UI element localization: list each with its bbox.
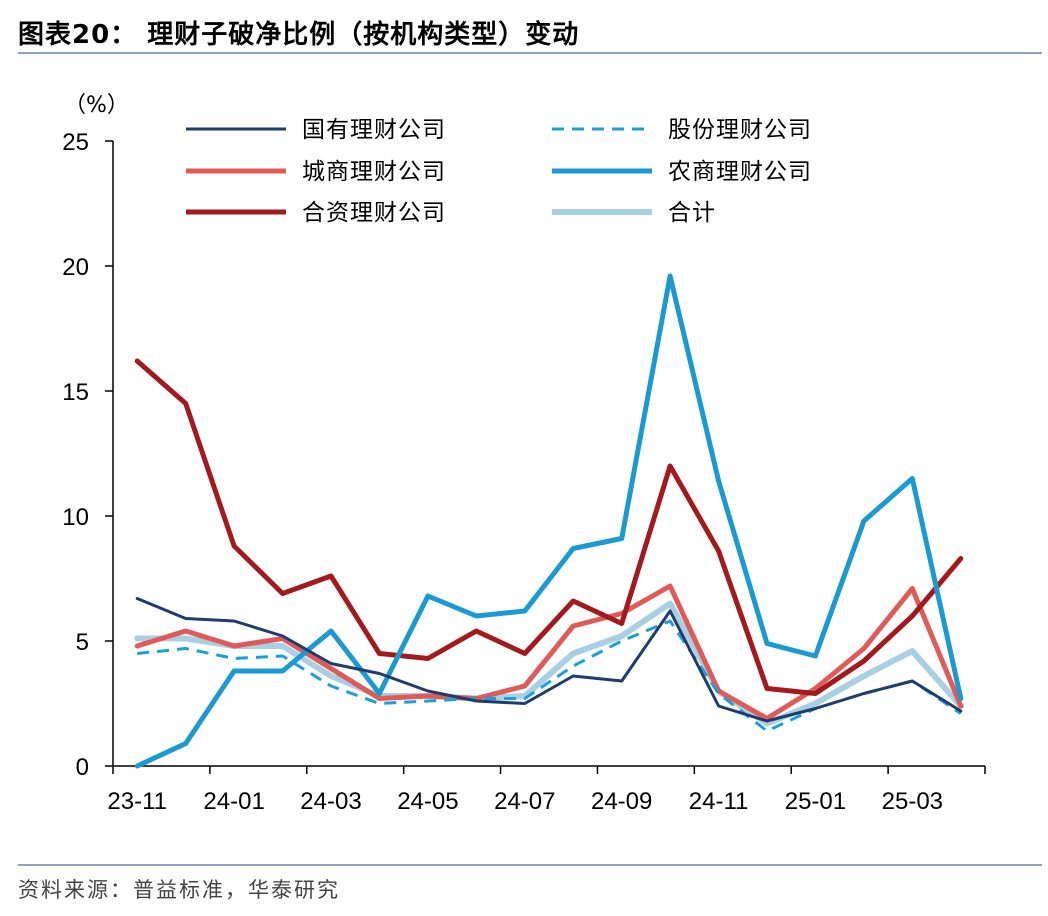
y-tick-label: 15 bbox=[62, 379, 89, 406]
x-tick-label: 24-07 bbox=[494, 788, 555, 815]
series-line-6 bbox=[134, 600, 964, 727]
x-tick-label: 24-01 bbox=[203, 788, 264, 815]
title-divider bbox=[18, 52, 1042, 54]
source-note: 资料来源：普益标准，华泰研究 bbox=[18, 878, 340, 902]
series-line-5 bbox=[134, 358, 964, 696]
x-tick-label: 24-05 bbox=[397, 788, 458, 815]
series-line-2 bbox=[137, 619, 962, 733]
y-tick-label: 5 bbox=[76, 629, 89, 656]
x-tick-label: 24-11 bbox=[689, 788, 749, 815]
series-line-1 bbox=[135, 597, 963, 723]
x-axis: 23-11 24-01 24-03 24-05 24-07 24-09 24-11 25-01… bbox=[107, 765, 986, 815]
legend-label: 合资理财公司 bbox=[302, 200, 446, 226]
x-tick-label: 24-09 bbox=[591, 788, 652, 815]
legend-label: 城商理财公司 bbox=[302, 159, 446, 185]
y-tick-label: 0 bbox=[76, 754, 89, 781]
y-axis: 0 5 10 15 20 25 bbox=[62, 129, 114, 781]
source-divider bbox=[18, 864, 1042, 866]
x-tick-label: 25-03 bbox=[882, 788, 943, 815]
x-tick-label: 25-01 bbox=[785, 788, 846, 815]
series-line-3 bbox=[134, 583, 964, 721]
y-tick-label: 20 bbox=[62, 254, 89, 281]
legend-label: 股份理财公司 bbox=[668, 117, 812, 143]
legend-label: 农商理财公司 bbox=[668, 159, 812, 185]
series-lines bbox=[134, 273, 964, 769]
y-axis-unit-label: （%） bbox=[64, 93, 129, 118]
legend-label: 合计 bbox=[668, 200, 716, 226]
y-tick-label: 10 bbox=[62, 504, 89, 531]
legend-label: 国有理财公司 bbox=[302, 117, 446, 143]
series-line-4 bbox=[134, 273, 964, 769]
x-tick-label: 24-03 bbox=[300, 788, 361, 815]
chart-title: 图表20： 理财子破净比例（按机构类型）变动 bbox=[18, 20, 580, 50]
x-tick-label: 23-11 bbox=[107, 788, 167, 815]
y-tick-label: 25 bbox=[62, 129, 89, 156]
